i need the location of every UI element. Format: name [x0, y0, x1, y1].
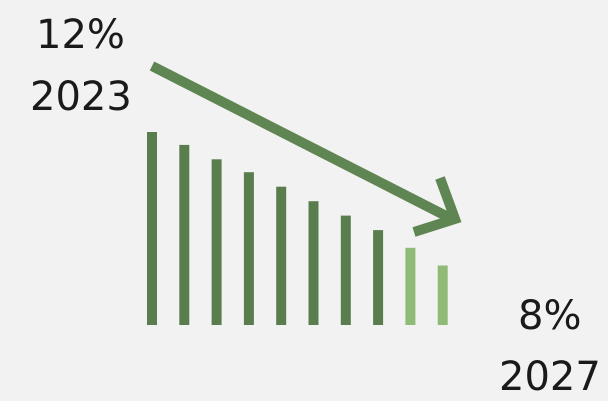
bar-2	[179, 144, 190, 325]
trend-arrow-shaft	[149, 61, 455, 224]
bar-8	[373, 230, 384, 325]
bar-10	[437, 265, 448, 325]
trend-arrow	[149, 61, 462, 237]
end-year-label: 2027	[499, 354, 601, 400]
end-value-label: 8%	[518, 293, 582, 339]
bar-6	[308, 201, 319, 325]
start-value-label: 12%	[36, 12, 125, 58]
bar-5	[276, 186, 287, 325]
trend-arrow-head	[412, 176, 462, 237]
bar-9	[405, 247, 416, 325]
bar-1	[147, 132, 157, 325]
bars-group	[147, 132, 448, 325]
bar-3	[211, 159, 222, 325]
bar-7	[340, 215, 351, 325]
start-year-label: 2023	[30, 74, 132, 120]
bar-4	[243, 172, 254, 325]
